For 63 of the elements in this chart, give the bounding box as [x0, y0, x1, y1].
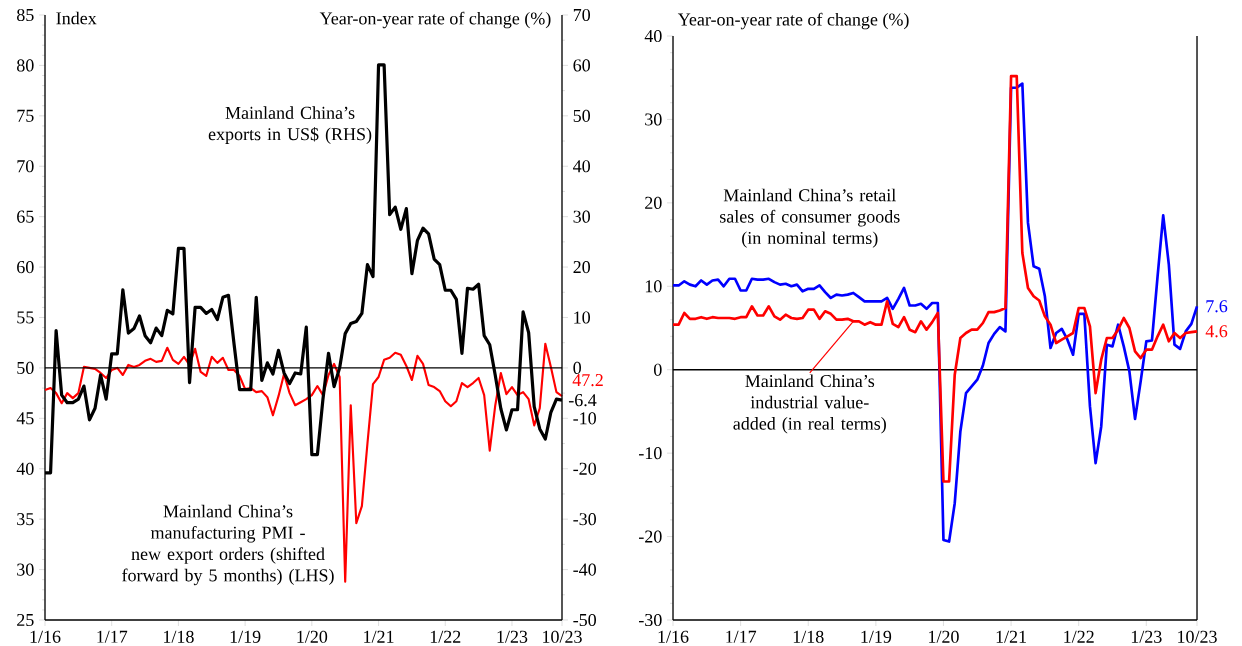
x-tick-label: 10/23: [543, 630, 582, 643]
x-tick-label: 1/23: [1131, 630, 1162, 643]
y-tick-label: 35: [17, 513, 34, 526]
text: Mainland China’s industrial value-added (in real terms): [733, 374, 886, 434]
y2-tick-label: 60: [573, 59, 591, 72]
x-tick-label: 1/16: [658, 630, 689, 643]
y2-tick-label: 10: [574, 311, 591, 324]
x-tick-label: 1/17: [97, 630, 128, 643]
y-tick-label: 40: [16, 462, 34, 475]
x-tick-label: 1/18: [164, 630, 194, 643]
y2-tick-label: -30: [573, 513, 597, 526]
y2-tick-label: -50: [573, 613, 597, 627]
data-label: 47.2: [572, 374, 603, 387]
x-tick-label: 1/20: [929, 630, 959, 643]
x-tick-label: 1/18: [793, 630, 824, 643]
x-tick-label: 1/21: [364, 630, 394, 643]
y2-tick-label: 0: [573, 361, 582, 374]
y-tick-label: 85: [17, 8, 34, 22]
y-tick-label: -20: [638, 530, 662, 543]
y2-axis-title: Year-on-year rate of change (%): [319, 11, 551, 29]
x-tick-label: 1/20: [297, 630, 328, 643]
y-tick-label: 80: [17, 59, 34, 72]
y-tick-label: 75: [17, 109, 34, 122]
y-tick-label: 55: [17, 311, 34, 324]
y2-tick-label: 70: [573, 8, 591, 22]
x-tick-label: 1/22: [430, 630, 461, 643]
y2-tick-label: 50: [573, 109, 591, 122]
y-axis-title: Year-on-year rate of change (%): [677, 12, 909, 30]
y-tick-label: 30: [645, 113, 662, 126]
series-label: Mainland China’s exports in US$ (RHS): [208, 106, 372, 144]
y2-tick-label: -20: [573, 462, 597, 475]
x-tick-label: 1/21: [996, 630, 1027, 643]
data-label: 4.6: [1205, 325, 1228, 338]
x-tick-label: 1/22: [1064, 630, 1094, 643]
x-tick-label: 1/19: [861, 630, 892, 643]
y-tick-label: -30: [638, 613, 662, 627]
y-tick-label: 25: [17, 613, 34, 627]
x-tick-label: 1/16: [30, 630, 61, 643]
y-tick-label: 50: [17, 361, 34, 374]
y2-tick-label: -40: [573, 563, 597, 576]
y-tick-label: 20: [645, 196, 662, 209]
data-label: -6.4: [568, 394, 597, 407]
y-tick-label: 0: [654, 363, 662, 376]
y-tick-label: 30: [17, 563, 34, 576]
y-tick-label: 65: [17, 210, 34, 223]
y-tick-label: 40: [644, 29, 662, 43]
data-label: 7.6: [1206, 300, 1228, 313]
x-tick-label: 1/23: [497, 630, 528, 643]
y-tick-label: 10: [645, 280, 662, 293]
y-axis-title: Index: [56, 11, 97, 25]
y2-tick-label: -10: [573, 412, 597, 425]
y-tick-label: 45: [16, 412, 34, 425]
y2-tick-label: 30: [573, 210, 591, 223]
y-tick-label: -10: [638, 447, 662, 460]
y2-tick-label: 20: [573, 260, 591, 274]
x-tick-label: 1/19: [230, 630, 261, 643]
x-tick-label: 1/17: [726, 630, 757, 643]
y-tick-label: 60: [17, 261, 34, 274]
y-tick-label: 70: [17, 160, 34, 173]
x-tick-label: 10/23: [1178, 630, 1217, 643]
series-label: Mainland China’s retail sales of consumer goods (in nominal terms): [720, 188, 900, 248]
y2-tick-label: 40: [573, 160, 591, 173]
series-label: Mainland China’s manufacturing PMI - new export orders (shifted forward by 5 months) (LHS): [122, 504, 334, 586]
